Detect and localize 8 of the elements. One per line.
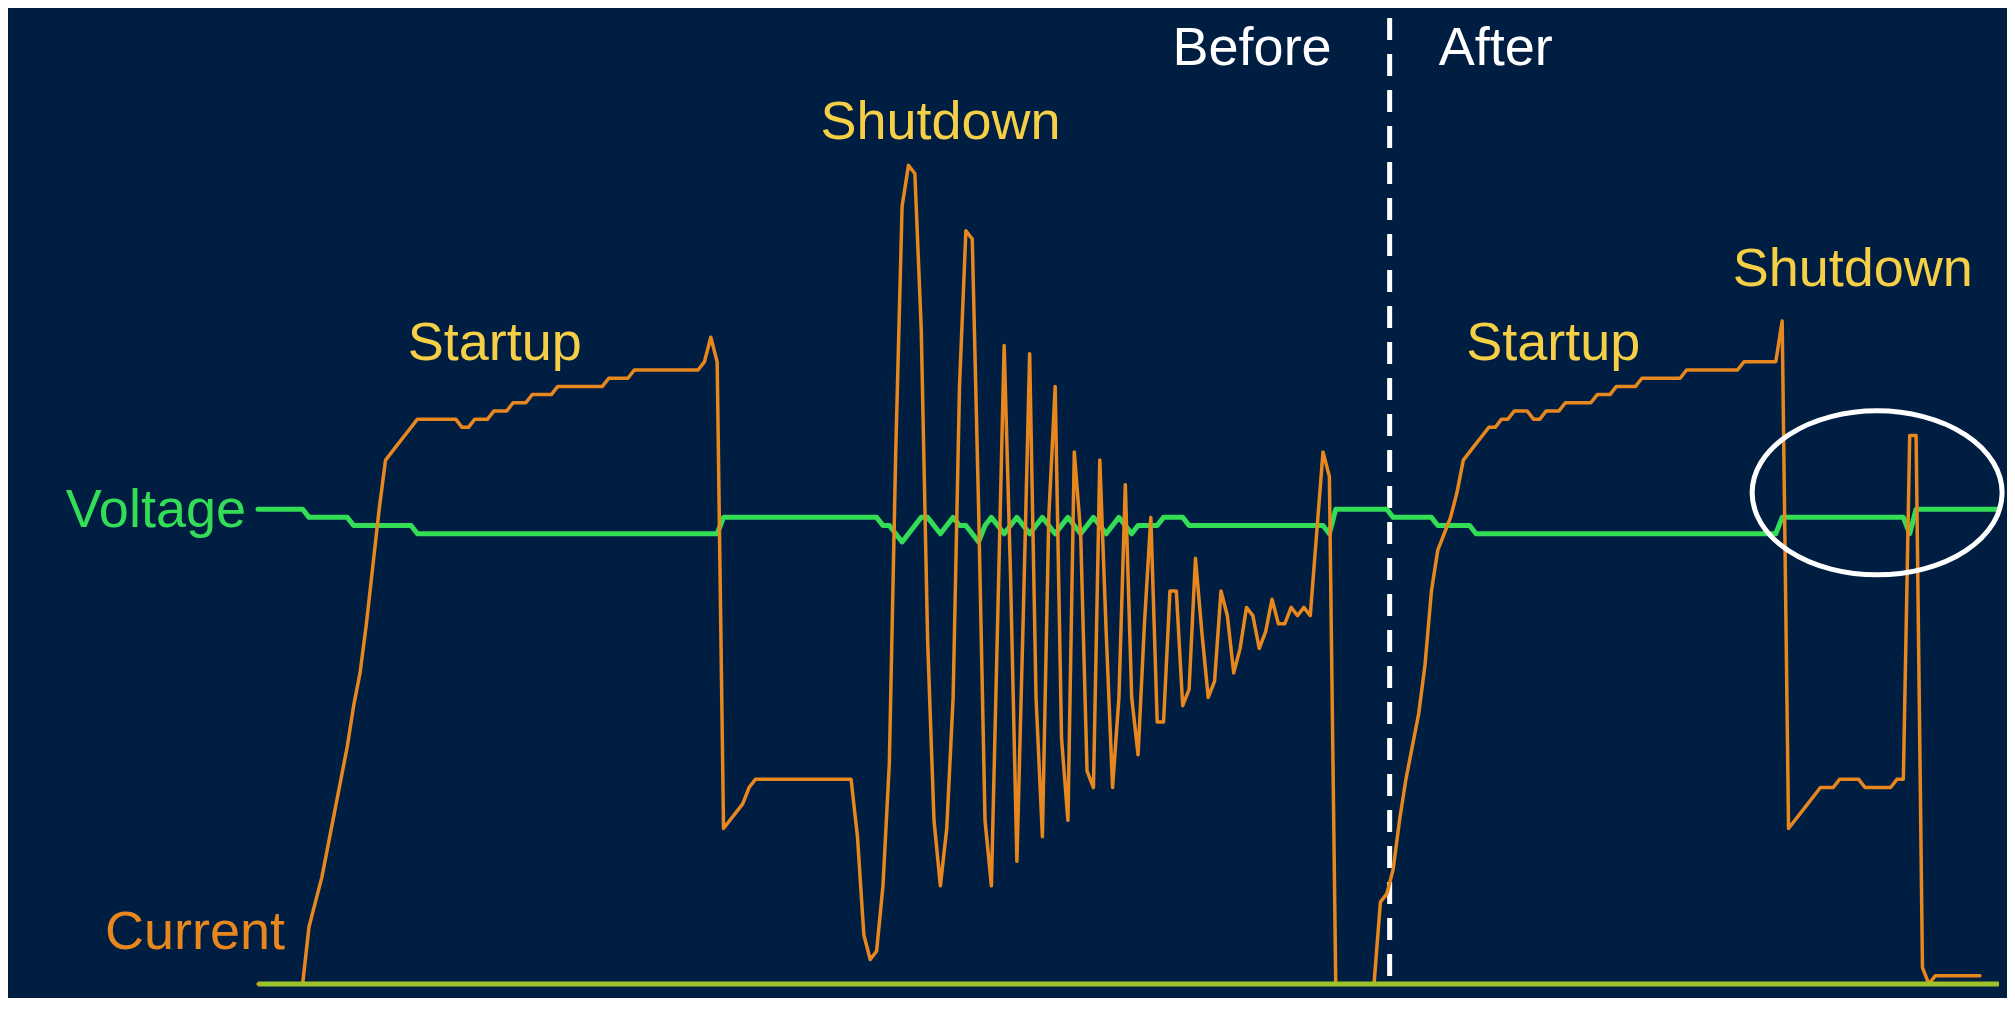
annotation: Startup: [407, 310, 582, 371]
text: Before: [1172, 16, 1332, 77]
text: After: [1438, 16, 1553, 77]
series-label: Voltage: [65, 478, 246, 539]
annotation: Startup: [1466, 310, 1641, 371]
text: Shutdown: [820, 89, 1061, 150]
annotation: Shutdown: [1732, 237, 1973, 298]
series-label: Current: [104, 900, 285, 960]
